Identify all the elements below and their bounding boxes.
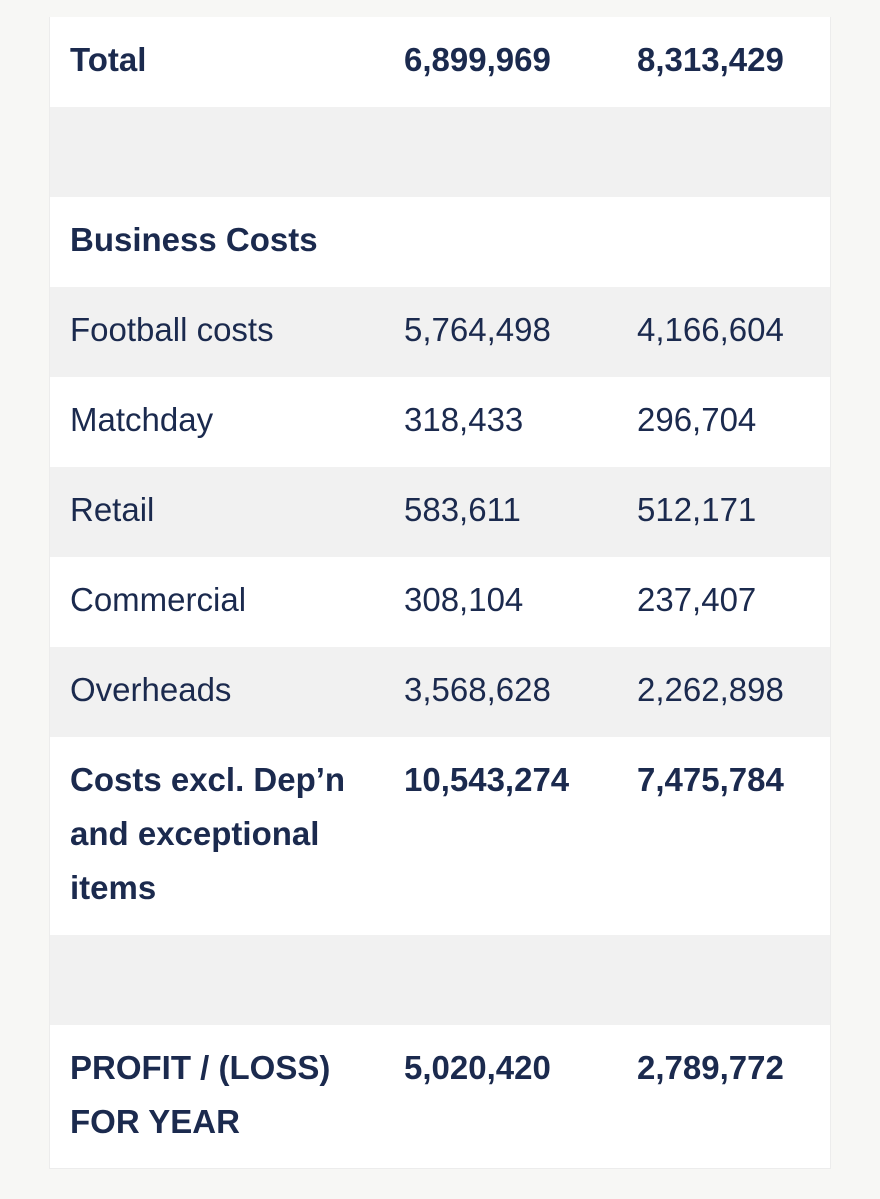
section-heading-business-costs: Business Costs [50, 197, 830, 287]
value-previous: 237,407 [637, 581, 757, 618]
table-row: Overheads 3,568,628 2,262,898 [50, 647, 830, 737]
table-row-costs-total: Costs excl. Dep’n and exceptional items … [50, 737, 830, 935]
value-previous: 7,475,784 [637, 761, 784, 798]
value-current: 10,543,274 [404, 761, 570, 798]
row-label: Football costs [70, 311, 274, 348]
value-previous: 8,313,429 [637, 41, 784, 78]
financial-table: Total 6,899,969 8,313,429 Business Costs… [49, 17, 831, 1169]
table-row: Matchday 318,433 296,704 [50, 377, 830, 467]
value-current: 3,568,628 [404, 671, 551, 708]
row-label: Costs excl. Dep’n and exceptional items [70, 761, 346, 906]
spacer-row [50, 935, 830, 1025]
value-previous: 2,262,898 [637, 671, 784, 708]
value-previous: 296,704 [637, 401, 757, 438]
table-row: Commercial 308,104 237,407 [50, 557, 830, 647]
row-label: PROFIT / (LOSS) FOR YEAR [70, 1049, 331, 1140]
value-current: 5,020,420 [404, 1049, 551, 1086]
value-previous: 4,166,604 [637, 311, 784, 348]
row-label: Total [70, 41, 147, 78]
value-current: 583,611 [404, 491, 521, 528]
table-row-profit: PROFIT / (LOSS) FOR YEAR 5,020,420 2,789… [50, 1025, 830, 1168]
value-current: 308,104 [404, 581, 524, 618]
row-label: Retail [70, 491, 155, 528]
table-row: Football costs 5,764,498 4,166,604 [50, 287, 830, 377]
row-label: Overheads [70, 671, 232, 708]
value-previous: 512,171 [637, 491, 757, 528]
row-label: Matchday [70, 401, 214, 438]
table-row: Retail 583,611 512,171 [50, 467, 830, 557]
table-row-total: Total 6,899,969 8,313,429 [50, 17, 830, 107]
row-label: Commercial [70, 581, 247, 618]
value-current: 318,433 [404, 401, 524, 438]
value-previous: 2,789,772 [637, 1049, 784, 1086]
value-current: 5,764,498 [404, 311, 551, 348]
spacer-row [50, 107, 830, 197]
section-heading: Business Costs [70, 221, 318, 258]
value-current: 6,899,969 [404, 41, 551, 78]
